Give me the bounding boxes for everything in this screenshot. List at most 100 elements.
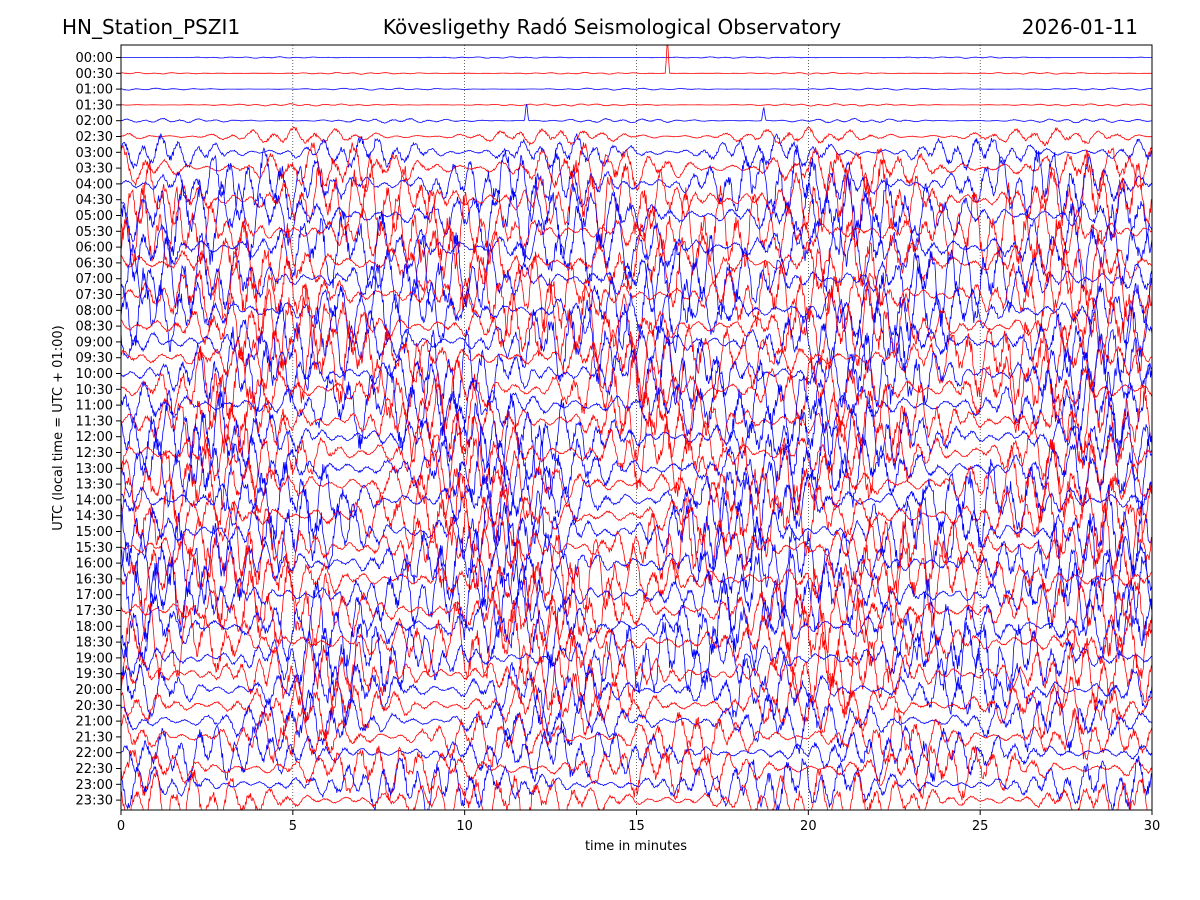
trace-0030 <box>121 45 1152 75</box>
trace-0530 <box>121 182 1152 270</box>
y-tick-label: 23:00 <box>76 778 113 793</box>
trace-1830 <box>121 597 1152 689</box>
y-tick-label: 22:30 <box>76 762 113 777</box>
x-tick-label: 20 <box>800 819 817 834</box>
y-tick-label: 20:30 <box>76 699 113 714</box>
y-tick-label: 14:30 <box>76 509 113 524</box>
trace-1300 <box>121 421 1152 517</box>
trace-1630 <box>121 534 1152 628</box>
y-axis: 00:0000:3001:0001:3002:0002:3003:0003:30… <box>76 51 121 809</box>
y-tick-label: 19:00 <box>76 651 113 666</box>
x-tick-label: 15 <box>628 819 645 834</box>
y-tick-label: 02:30 <box>76 130 113 145</box>
record-date: 2026-01-11 <box>1021 15 1138 39</box>
y-tick-label: 18:00 <box>76 620 113 635</box>
trace-0400 <box>121 144 1152 223</box>
trace-1800 <box>121 578 1152 670</box>
y-tick-label: 05:30 <box>76 225 113 240</box>
observatory-title: Kövesligethy Radó Seismological Observat… <box>382 15 842 39</box>
y-tick-label: 13:30 <box>76 478 113 493</box>
trace-0300 <box>121 133 1152 171</box>
y-tick-label: 02:00 <box>76 114 113 129</box>
trace-2100 <box>121 686 1152 754</box>
y-tick-label: 00:30 <box>76 67 113 82</box>
y-tick-label: 01:00 <box>76 83 113 98</box>
trace-0900 <box>121 297 1152 392</box>
x-tick-label: 0 <box>117 819 125 834</box>
y-tick-label: 12:00 <box>76 430 113 445</box>
x-axis-label: time in minutes <box>585 839 687 854</box>
trace-0100 <box>121 87 1152 91</box>
y-tick-label: 14:00 <box>76 493 113 508</box>
y-tick-label: 16:30 <box>76 572 113 587</box>
trace-2230 <box>121 744 1152 802</box>
y-tick-label: 01:30 <box>76 98 113 113</box>
y-tick-label: 18:30 <box>76 636 113 651</box>
trace-2330 <box>121 768 1148 810</box>
trace-1700 <box>121 548 1152 642</box>
y-tick-label: 00:00 <box>76 51 113 66</box>
y-tick-label: 19:30 <box>76 667 113 682</box>
trace-0500 <box>121 174 1152 265</box>
trace-1330 <box>121 437 1152 531</box>
y-tick-label: 06:30 <box>76 256 113 271</box>
y-tick-label: 13:00 <box>76 462 113 477</box>
trace-0230 <box>121 126 1152 147</box>
y-tick-label: 05:00 <box>76 209 113 224</box>
y-tick-label: 23:30 <box>76 794 113 809</box>
y-tick-label: 03:00 <box>76 146 113 161</box>
y-tick-label: 04:30 <box>76 193 113 208</box>
trace-0200 <box>121 103 1152 124</box>
y-tick-label: 17:30 <box>76 604 113 619</box>
trace-0330 <box>121 142 1152 198</box>
y-tick-label: 20:00 <box>76 683 113 698</box>
x-axis: 0 5 10 15 20 25 30 <box>117 810 1160 834</box>
trace-1900 <box>121 621 1152 698</box>
y-tick-label: 11:00 <box>76 399 113 414</box>
y-tick-label: 15:00 <box>76 525 113 540</box>
y-tick-label: 07:00 <box>76 272 113 287</box>
trace-2000 <box>121 649 1152 727</box>
y-tick-label: 21:30 <box>76 730 113 745</box>
x-tick-label: 5 <box>289 819 297 834</box>
trace-group <box>121 45 1152 810</box>
trace-2130 <box>121 706 1152 768</box>
trace-1030 <box>121 342 1152 436</box>
station-name: HN_Station_PSZI1 <box>62 15 241 39</box>
y-tick-label: 16:00 <box>76 557 113 572</box>
trace-1600 <box>121 512 1152 611</box>
y-axis-label: UTC (local time = UTC + 01:00) <box>51 325 66 530</box>
trace-2030 <box>121 671 1152 739</box>
trace-0000 <box>121 56 1152 59</box>
y-tick-label: 17:00 <box>76 588 113 603</box>
y-tick-label: 15:30 <box>76 541 113 556</box>
trace-1130 <box>121 372 1152 467</box>
y-tick-label: 07:30 <box>76 288 113 303</box>
trace-1500 <box>121 484 1152 582</box>
trace-1730 <box>121 562 1152 657</box>
trace-1930 <box>121 633 1152 716</box>
trace-0630 <box>121 219 1152 312</box>
trace-0830 <box>121 278 1152 374</box>
y-tick-label: 22:00 <box>76 746 113 761</box>
trace-1430 <box>121 468 1152 562</box>
trace-1200 <box>121 389 1152 485</box>
y-tick-label: 10:00 <box>76 367 113 382</box>
x-tick-label: 25 <box>972 819 989 834</box>
y-tick-label: 09:00 <box>76 335 113 350</box>
y-tick-label: 03:30 <box>76 162 113 177</box>
y-tick-label: 08:00 <box>76 304 113 319</box>
y-tick-label: 12:30 <box>76 446 113 461</box>
x-tick-label: 10 <box>456 819 473 834</box>
trace-2300 <box>121 755 1152 810</box>
x-tick-label: 30 <box>1144 819 1161 834</box>
y-tick-label: 06:00 <box>76 241 113 256</box>
y-tick-label: 08:30 <box>76 320 113 335</box>
trace-1230 <box>121 408 1152 500</box>
y-tick-label: 09:30 <box>76 351 113 366</box>
trace-2200 <box>121 722 1152 783</box>
y-tick-label: 10:30 <box>76 383 113 398</box>
y-tick-label: 04:00 <box>76 177 113 192</box>
y-tick-label: 11:30 <box>76 414 113 429</box>
